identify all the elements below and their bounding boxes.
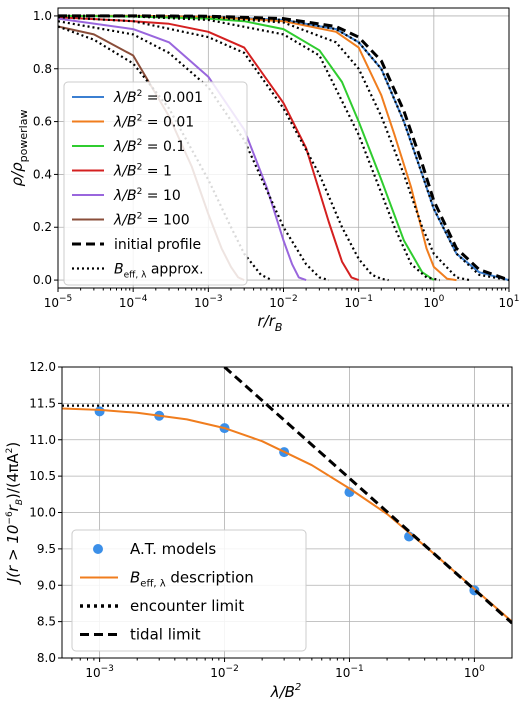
j-vs-lambda-chart: 10−3 10−2 10−1 100 8.0 8.5 9.0 9.5 10.0 10.5 11.0 1… (4, 360, 513, 701)
series-line (58, 14, 435, 281)
x-tick-label: 100 (464, 664, 485, 680)
x-tick-label: 10−2 (269, 294, 298, 310)
legend-label: Beff, λ approx. (114, 262, 204, 281)
y-tick-label: 11.5 (29, 396, 56, 410)
series-line (58, 14, 441, 282)
y-tick-label: 1.0 (33, 9, 52, 23)
x-tick-label: 10−2 (210, 664, 239, 680)
x-tick-label: 10−1 (335, 664, 364, 680)
axis-ticks: 10−3 10−2 10−1 100 8.0 8.5 9.0 9.5 10.0 10.5 11.0 1… (29, 360, 485, 680)
series-line (58, 14, 470, 282)
legend-label: encounter limit (130, 597, 244, 615)
series-line (62, 407, 512, 623)
series-lines (58, 14, 509, 282)
y-tick-label: 12.0 (29, 360, 56, 374)
density-profile-chart: 10−5 10−4 10−3 10−2 10−1 100 101 0.0 0.2 0.4 0.6 0.… (8, 7, 520, 334)
legend-label: λ/B2 = 0.01 (113, 114, 194, 131)
legend: λ/B2 = 0.001 λ/B2 = 0.01 λ/B2 = 0.1 λ/B2 = … (63, 81, 248, 286)
y-tick-label: 10.0 (29, 506, 56, 520)
legend-label: initial profile (114, 237, 201, 253)
y-tick-label: 0.4 (33, 167, 52, 181)
series-line (58, 16, 389, 282)
data-point (94, 406, 105, 417)
x-tick-label: 10−3 (85, 664, 114, 680)
plot-area (62, 367, 512, 625)
x-tick-label: 10−4 (119, 294, 148, 310)
legend-swatch (93, 544, 103, 554)
legend: A.T. models Beff, λ description encounter … (71, 529, 307, 652)
series-line (223, 367, 512, 625)
y-tick-label: 9.5 (37, 542, 56, 556)
series-line (58, 14, 509, 282)
y-tick-label: 0.2 (33, 220, 52, 234)
legend-label: tidal limit (130, 626, 201, 644)
y-tick-label: 10.5 (29, 469, 56, 483)
y-axis-label: ρ/ρpowerlaw (8, 110, 30, 187)
y-tick-label: 0.0 (33, 273, 52, 287)
y-tick-label: 8.5 (37, 615, 56, 629)
axis-ticks: 10−5 10−4 10−3 10−2 10−1 100 101 0.0 0.2 0.4 0.6 0.… (33, 9, 520, 310)
series-line (58, 17, 307, 282)
x-tick-label: 101 (498, 294, 519, 310)
legend-box (63, 81, 248, 286)
series-lines (62, 367, 512, 625)
y-tick-label: 8.0 (37, 651, 56, 665)
legend-label: λ/B2 = 100 (113, 212, 190, 229)
x-axis-label: λ/B2 (270, 682, 302, 701)
legend-label: λ/B2 = 10 (113, 187, 181, 204)
y-tick-label: 0.8 (33, 62, 52, 76)
x-tick-label: 10−1 (344, 294, 373, 310)
legend-label: Beff, λ description (130, 569, 254, 590)
series-line (58, 16, 360, 282)
legend-label: λ/B2 = 1 (113, 163, 172, 180)
legend-box (71, 529, 307, 652)
legend-label: λ/B2 = 0.1 (113, 138, 185, 155)
y-axis-label: J(r > 10−6rB)/(4πA2) (4, 442, 25, 585)
y-tick-label: 9.0 (37, 578, 56, 592)
x-axis-label: r/rB (258, 312, 283, 334)
x-tick-label: 100 (423, 294, 444, 310)
legend-label: A.T. models (130, 540, 216, 558)
x-tick-label: 10−5 (44, 294, 73, 310)
plot-area (58, 14, 509, 282)
y-tick-label: 11.0 (29, 433, 56, 447)
y-tick-label: 0.6 (33, 115, 52, 129)
x-tick-label: 10−3 (194, 294, 223, 310)
legend-label: λ/B2 = 0.001 (113, 89, 203, 106)
